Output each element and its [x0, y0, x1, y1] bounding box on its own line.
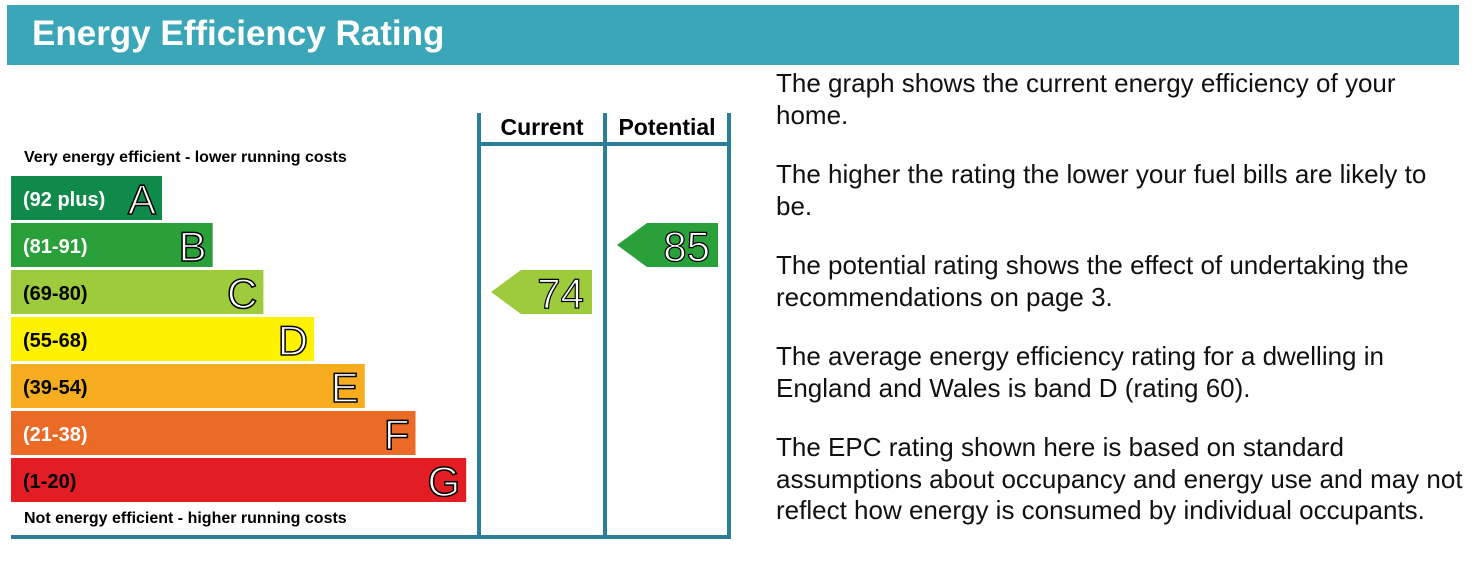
band-letter: F — [384, 411, 410, 458]
band-range: (1-20) — [23, 471, 76, 493]
paragraph: The graph shows the current energy effic… — [776, 68, 1396, 130]
band-letter: E — [331, 364, 359, 411]
paragraph: The EPC rating shown here is based on st… — [776, 432, 1463, 525]
band-bar — [11, 176, 162, 220]
paragraph: The higher the rating the lower your fue… — [776, 159, 1427, 221]
band-range: (21-38) — [23, 424, 87, 446]
band-letter: G — [428, 458, 461, 505]
band-bar — [11, 223, 213, 267]
band-range: (55-68) — [23, 330, 87, 352]
band-letter: A — [128, 176, 156, 223]
rating-arrow — [491, 270, 592, 314]
rating-arrow — [617, 223, 718, 267]
title: Energy Efficiency Rating — [32, 14, 445, 53]
band-letter: B — [179, 223, 207, 270]
band-bar — [11, 270, 264, 314]
rating-value: 74 — [537, 270, 584, 317]
header: Energy Efficiency Rating — [7, 5, 1459, 65]
description: The graph shows the current energy effic… — [776, 68, 1466, 555]
band-letter: D — [278, 317, 308, 364]
band-range: (39-54) — [23, 377, 87, 399]
band-range: (69-80) — [23, 283, 87, 305]
rating-value: 85 — [663, 223, 710, 270]
bottom-label: Not energy efficient - higher running co… — [24, 510, 347, 527]
band-range: (92 plus) — [23, 189, 105, 211]
column-header: Current — [500, 114, 583, 140]
band-bar — [11, 317, 315, 361]
paragraph: The average energy efficiency rating for… — [776, 341, 1384, 403]
band-range: (81-91) — [23, 236, 87, 258]
paragraph: The potential rating shows the effect of… — [776, 250, 1409, 312]
rating-chart: Current Potential Very energy efficient - … — [11, 113, 731, 539]
band-bar — [11, 364, 365, 408]
band-bar — [11, 458, 467, 502]
band-letter: C — [227, 270, 257, 317]
column-header: Potential — [618, 114, 715, 140]
band-bar — [11, 411, 416, 455]
top-label: Very energy efficient - lower running co… — [24, 149, 347, 166]
